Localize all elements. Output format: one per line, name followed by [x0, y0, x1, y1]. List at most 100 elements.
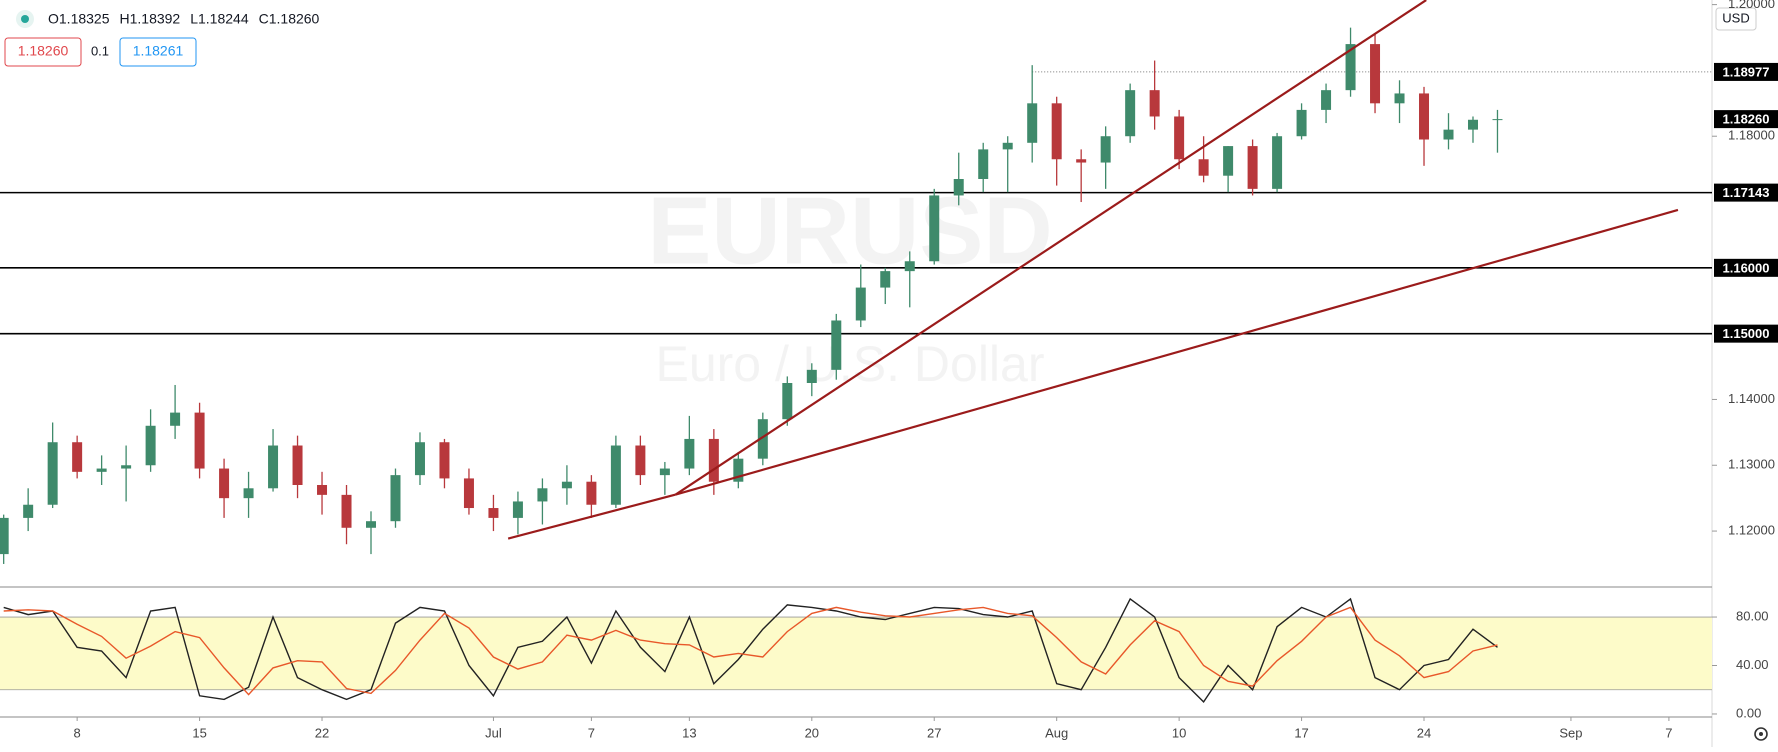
candle-body: [904, 261, 915, 272]
candle-body: [1125, 90, 1136, 137]
candle-body: [23, 504, 34, 518]
candle-body: [1051, 103, 1062, 160]
candle-body: [292, 445, 303, 485]
price-badge-label: 1.16000: [1723, 260, 1770, 275]
candle-body: [929, 195, 940, 262]
candle-body: [145, 425, 156, 466]
candle-body: [439, 442, 450, 479]
price-badge: [1714, 62, 1778, 81]
candle-body: [806, 369, 817, 383]
price-badge-label: 1.18977: [1723, 64, 1770, 79]
legend-item: O1.18325: [48, 11, 110, 27]
candle-body: [855, 287, 866, 321]
candle-body: [414, 442, 425, 476]
candle-body: [488, 508, 499, 518]
candle-body: [390, 475, 401, 522]
main-pane: [0, 0, 1712, 564]
trendline: [507, 493, 676, 540]
candle-body: [659, 468, 670, 476]
watermark: EURUSD Euro / U.S. Dollar: [647, 177, 1052, 392]
x-tick-label: 27: [927, 725, 941, 740]
y-tick-label: 1.12000: [1728, 523, 1775, 538]
candle-body: [1002, 142, 1013, 150]
price-badge-label: 1.15000: [1723, 326, 1770, 341]
indicator-tick-label: 80.00: [1736, 608, 1769, 623]
indicator-tick-label: 40.00: [1736, 657, 1769, 672]
y-tick-label: 1.14000: [1728, 391, 1775, 406]
candle-body: [317, 484, 328, 495]
candle-body: [684, 438, 695, 469]
currency-box[interactable]: [1715, 7, 1757, 31]
x-tick-label: Jul: [485, 725, 502, 740]
indicator-tick-label: 0.00: [1736, 705, 1761, 720]
candle-body: [341, 494, 352, 528]
candle-body: [121, 465, 132, 469]
x-tick-label: 13: [682, 725, 696, 740]
candle-body: [586, 481, 597, 505]
candle-body: [978, 149, 989, 179]
price-badge: [1714, 324, 1778, 343]
candle-body: [72, 442, 83, 472]
settings-icon[interactable]: [1754, 727, 1768, 741]
candle-body: [537, 488, 548, 502]
price-badge-label: 1.18260: [1723, 112, 1770, 127]
spread: 0.1: [91, 43, 109, 58]
x-tick-label: 7: [588, 725, 595, 740]
price-badge: [1714, 183, 1778, 202]
x-tick-label: 17: [1294, 725, 1308, 740]
candle-body: [1321, 90, 1332, 110]
candle-body: [1100, 136, 1111, 163]
y-tick-label: 1.18000: [1728, 128, 1775, 143]
currency[interactable]: USD: [1722, 10, 1749, 25]
ask-box[interactable]: [119, 37, 197, 67]
candle-body: [512, 501, 523, 518]
watermark-description: Euro / U.S. Dollar: [655, 336, 1044, 392]
candle-body: [1345, 44, 1356, 91]
price-badge: [1714, 258, 1778, 277]
candle-body: [635, 445, 646, 476]
candle-body: [366, 521, 377, 528]
candle-body: [1296, 109, 1307, 137]
candle-body: [733, 458, 744, 482]
bid-box[interactable]: [4, 37, 82, 67]
candle-body: [1492, 119, 1503, 121]
x-tick-label: Aug: [1045, 725, 1068, 740]
candle-body: [1198, 159, 1209, 176]
bid[interactable]: 1.18260: [18, 43, 69, 59]
candle-body: [96, 468, 107, 472]
candle-body: [47, 442, 58, 505]
candle-body: [1027, 103, 1038, 143]
candle-body: [1272, 136, 1283, 189]
candle-body: [1149, 90, 1160, 117]
status-dot: [21, 15, 29, 23]
candle-body: [0, 517, 9, 555]
candle-body: [1394, 93, 1405, 104]
candle-body: [880, 271, 891, 288]
watermark-symbol: EURUSD: [647, 177, 1052, 284]
candle-body: [243, 488, 254, 499]
candle-body: [463, 478, 474, 509]
candle-body: [831, 320, 842, 370]
price-badge: [1714, 110, 1778, 129]
candle-body: [194, 412, 205, 469]
candle-body: [953, 178, 964, 196]
candle-body: [268, 445, 279, 489]
candle-body: [219, 468, 230, 499]
candle-body: [1247, 146, 1258, 189]
x-tick-label: 8: [74, 725, 81, 740]
candle-body: [1223, 146, 1234, 176]
indicator-line: [3, 606, 1498, 696]
ask[interactable]: 1.18261: [133, 43, 184, 59]
x-tick-label: 20: [805, 725, 819, 740]
candle-body: [170, 412, 181, 426]
candle-body: [561, 481, 572, 489]
candle-body: [782, 382, 793, 420]
candle-body: [1443, 129, 1454, 140]
x-tick-label: Sep: [1559, 725, 1582, 740]
candle-body: [610, 445, 621, 505]
candle-body: [1419, 93, 1430, 140]
x-tick-label: 24: [1417, 725, 1431, 740]
price-badge-label: 1.17143: [1723, 185, 1770, 200]
